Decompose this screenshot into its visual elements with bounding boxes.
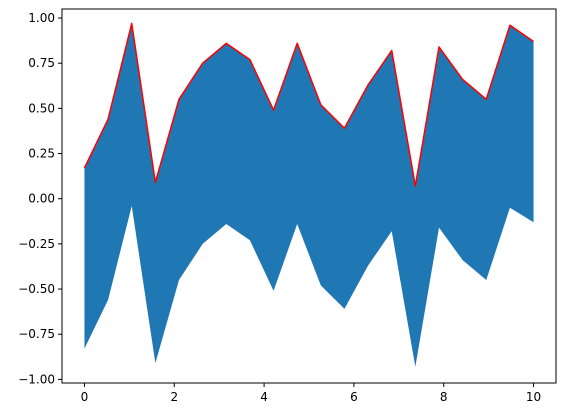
x-tick-label: 4 xyxy=(260,390,268,404)
upper-series-line xyxy=(83,22,534,187)
x-axis: 0 2 4 6 8 10 xyxy=(81,383,541,404)
y-tick-label: 0.50 xyxy=(28,101,55,115)
x-tick-label: 10 xyxy=(526,390,541,404)
y-tick-label: −0.50 xyxy=(18,282,55,296)
x-tick-label: 6 xyxy=(350,390,358,404)
x-tick-label: 0 xyxy=(81,390,89,404)
x-tick-label: 2 xyxy=(170,390,178,404)
y-axis: −1.00 −0.75 −0.50 −0.25 0.00 0.25 0.50 0.75 1.00 xyxy=(18,11,62,386)
y-tick-label: −1.00 xyxy=(18,372,55,386)
y-tick-label: 0.25 xyxy=(28,147,55,161)
x-tick-label: 8 xyxy=(440,390,448,404)
y-tick-label: 0.75 xyxy=(28,56,55,70)
axes-frame xyxy=(61,8,557,384)
plot-area xyxy=(83,22,534,367)
y-tick-label: 0.00 xyxy=(28,192,55,206)
y-tick-label: −0.25 xyxy=(18,237,55,251)
filled-band xyxy=(84,23,534,367)
y-tick-label: 1.00 xyxy=(28,11,55,25)
y-tick-label: −0.75 xyxy=(18,327,55,341)
